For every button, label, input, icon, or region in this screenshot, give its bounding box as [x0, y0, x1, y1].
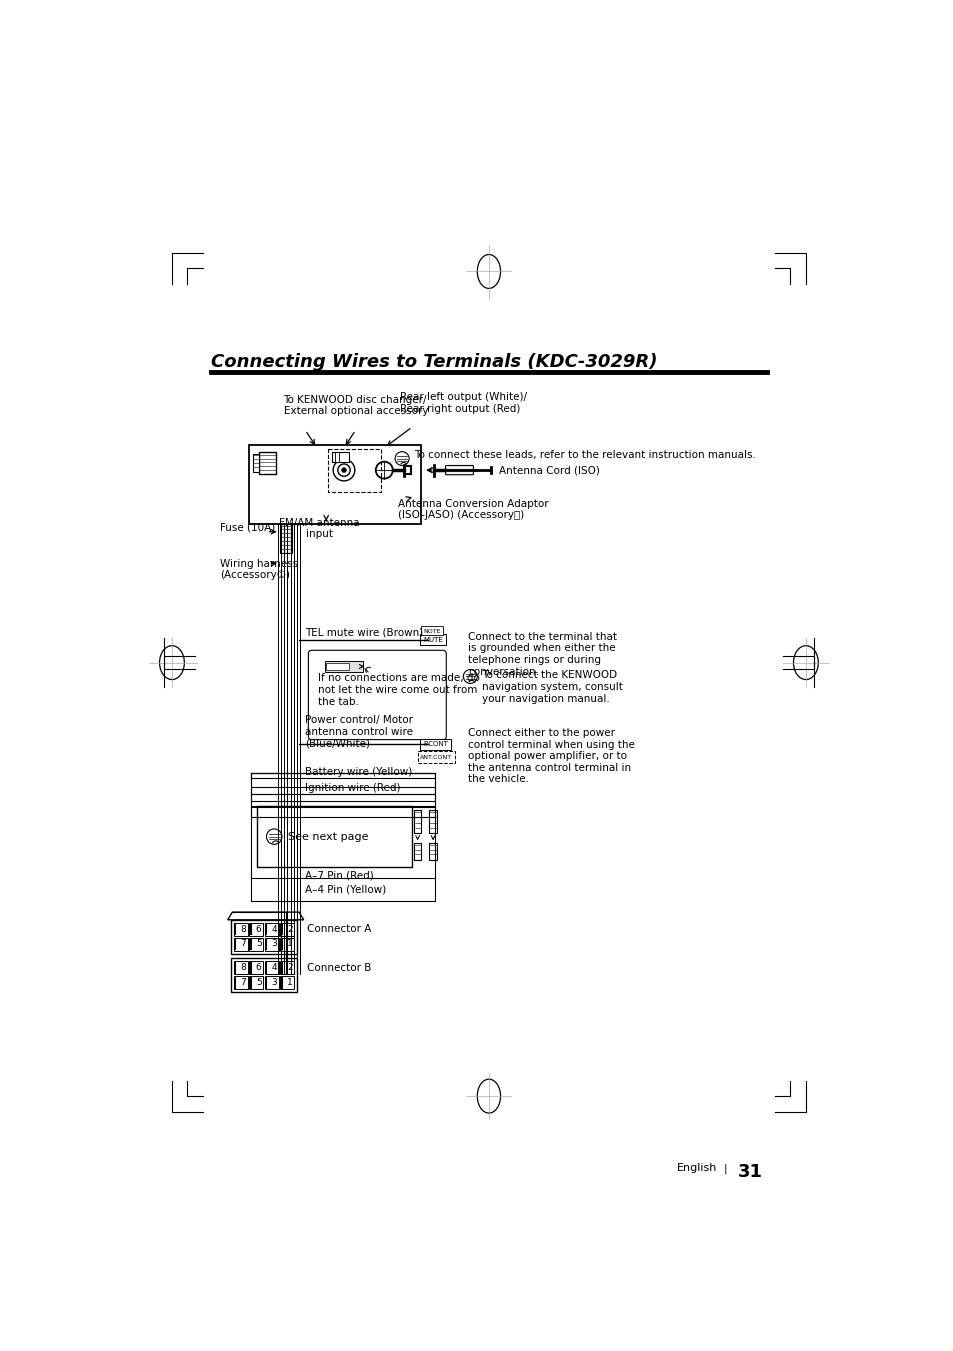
Text: 2: 2 — [287, 963, 293, 971]
FancyBboxPatch shape — [417, 751, 455, 763]
FancyBboxPatch shape — [419, 634, 446, 644]
Text: Connector A: Connector A — [307, 924, 371, 934]
FancyBboxPatch shape — [249, 962, 263, 974]
FancyBboxPatch shape — [231, 958, 297, 992]
FancyBboxPatch shape — [332, 451, 349, 462]
Text: Power control/ Motor
antenna control wire
(Blue/White): Power control/ Motor antenna control wir… — [305, 715, 413, 748]
Text: To connect these leads, refer to the relevant instruction manuals.: To connect these leads, refer to the rel… — [415, 450, 756, 461]
Text: 31: 31 — [737, 1163, 761, 1181]
FancyBboxPatch shape — [233, 938, 248, 951]
FancyBboxPatch shape — [279, 524, 292, 554]
Text: Ignition wire (Red): Ignition wire (Red) — [305, 782, 400, 793]
Text: 6: 6 — [255, 963, 261, 971]
Polygon shape — [228, 912, 303, 920]
Text: If no connections are made, do
not let the wire come out from
the tab.: If no connections are made, do not let t… — [317, 673, 479, 707]
Text: 6: 6 — [255, 924, 261, 934]
FancyBboxPatch shape — [257, 805, 412, 867]
Text: To KENWOOD disc changer/
External optional accessory: To KENWOOD disc changer/ External option… — [283, 394, 428, 416]
Text: 8: 8 — [240, 963, 246, 971]
Text: English: English — [677, 1163, 717, 1173]
FancyBboxPatch shape — [258, 453, 275, 474]
Text: |: | — [723, 1163, 726, 1174]
FancyBboxPatch shape — [265, 938, 278, 951]
Text: 5: 5 — [255, 939, 261, 948]
FancyBboxPatch shape — [249, 923, 263, 936]
FancyBboxPatch shape — [265, 962, 278, 974]
Text: A–7 Pin (Red): A–7 Pin (Red) — [305, 870, 374, 881]
Text: FM/AM antenna
input: FM/AM antenna input — [278, 517, 359, 539]
Text: Fuse (10A): Fuse (10A) — [220, 523, 275, 532]
Text: P.CONT: P.CONT — [422, 742, 447, 747]
Text: TEL mute wire (Brown): TEL mute wire (Brown) — [305, 628, 423, 638]
FancyBboxPatch shape — [414, 809, 421, 832]
FancyBboxPatch shape — [429, 843, 436, 859]
FancyBboxPatch shape — [249, 975, 263, 989]
Text: 3: 3 — [271, 978, 276, 986]
FancyBboxPatch shape — [265, 975, 278, 989]
Text: Rear left output (White)/
Rear right output (Red): Rear left output (White)/ Rear right out… — [399, 392, 526, 413]
FancyBboxPatch shape — [445, 466, 473, 474]
FancyBboxPatch shape — [421, 627, 443, 635]
FancyBboxPatch shape — [414, 843, 421, 859]
FancyBboxPatch shape — [280, 923, 294, 936]
Text: See next page: See next page — [288, 832, 368, 842]
Text: Wiring harness
(Accessory①): Wiring harness (Accessory①) — [220, 559, 297, 581]
Text: Connect either to the power
control terminal when using the
optional power ampli: Connect either to the power control term… — [468, 728, 634, 785]
FancyBboxPatch shape — [265, 923, 278, 936]
FancyBboxPatch shape — [249, 938, 263, 951]
Text: 1: 1 — [287, 939, 293, 948]
Text: Connect to the terminal that
is grounded when either the
telephone rings or duri: Connect to the terminal that is grounded… — [468, 632, 617, 677]
Text: ANT.CONT: ANT.CONT — [419, 755, 452, 759]
FancyBboxPatch shape — [429, 809, 436, 832]
FancyBboxPatch shape — [231, 920, 297, 954]
Text: Antenna Cord (ISO): Antenna Cord (ISO) — [498, 465, 599, 476]
Text: 4: 4 — [272, 963, 276, 971]
Text: Connector B: Connector B — [307, 962, 371, 973]
Text: Connecting Wires to Terminals (KDC-3029R): Connecting Wires to Terminals (KDC-3029R… — [211, 353, 657, 372]
FancyBboxPatch shape — [233, 923, 248, 936]
FancyBboxPatch shape — [308, 650, 446, 739]
FancyBboxPatch shape — [419, 739, 451, 750]
Text: MUTE: MUTE — [423, 636, 442, 643]
FancyBboxPatch shape — [249, 446, 421, 524]
FancyBboxPatch shape — [324, 661, 363, 671]
Text: 3: 3 — [271, 939, 276, 948]
FancyBboxPatch shape — [328, 450, 381, 492]
FancyBboxPatch shape — [280, 938, 294, 951]
Text: Antenna Conversion Adaptor
(ISO–JASO) (Accessoryⓑ): Antenna Conversion Adaptor (ISO–JASO) (A… — [397, 499, 548, 520]
Text: NOTE: NOTE — [423, 628, 440, 634]
FancyBboxPatch shape — [233, 962, 248, 974]
Text: Battery wire (Yellow): Battery wire (Yellow) — [305, 767, 412, 777]
Circle shape — [341, 467, 346, 473]
Text: 7: 7 — [240, 939, 246, 948]
Text: 7: 7 — [240, 978, 246, 986]
Text: 4: 4 — [272, 924, 276, 934]
Text: 1: 1 — [287, 978, 293, 986]
Text: 5: 5 — [255, 978, 261, 986]
FancyBboxPatch shape — [280, 962, 294, 974]
Text: 8: 8 — [240, 924, 246, 934]
FancyBboxPatch shape — [326, 662, 349, 670]
Text: To connect the KENWOOD
navigation system, consult
your navigation manual.: To connect the KENWOOD navigation system… — [481, 670, 622, 704]
Text: A–4 Pin (Yellow): A–4 Pin (Yellow) — [305, 885, 386, 894]
FancyBboxPatch shape — [280, 975, 294, 989]
Text: 2: 2 — [287, 924, 293, 934]
FancyBboxPatch shape — [253, 454, 258, 473]
FancyBboxPatch shape — [233, 975, 248, 989]
